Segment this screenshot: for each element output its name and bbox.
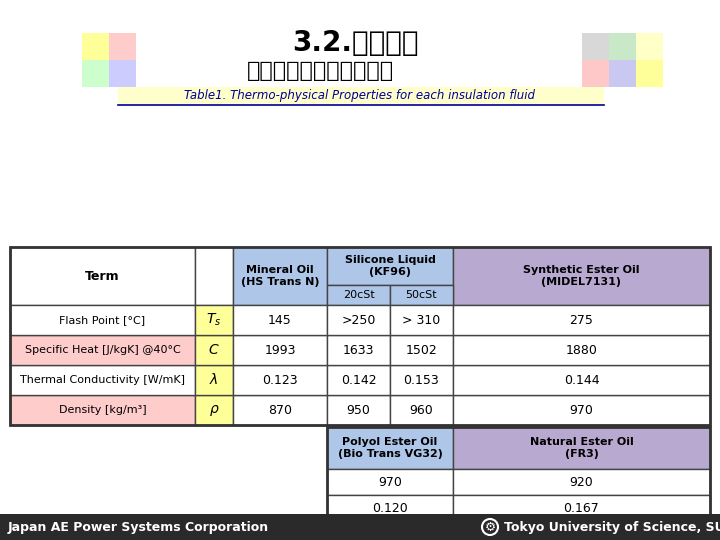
Bar bbox=[327, 305, 390, 335]
Text: 960: 960 bbox=[410, 403, 433, 416]
Text: 0.120: 0.120 bbox=[372, 502, 408, 515]
Bar bbox=[453, 395, 710, 425]
Bar bbox=[109, 33, 136, 60]
Text: 20cSt: 20cSt bbox=[343, 290, 374, 300]
Bar bbox=[327, 395, 390, 425]
Bar bbox=[636, 33, 663, 60]
Bar bbox=[195, 335, 233, 365]
Text: 0.167: 0.167 bbox=[564, 502, 599, 515]
Bar bbox=[327, 365, 390, 395]
Text: 920: 920 bbox=[570, 476, 593, 489]
Bar bbox=[327, 469, 453, 495]
Bar bbox=[453, 247, 710, 305]
Bar bbox=[327, 521, 453, 540]
Text: （高引火点絶縁性液体）: （高引火点絶縁性液体） bbox=[246, 61, 394, 81]
Bar bbox=[390, 285, 453, 305]
Text: Term: Term bbox=[85, 269, 120, 282]
Text: $\lambda$: $\lambda$ bbox=[210, 373, 219, 388]
Bar bbox=[390, 365, 453, 395]
Text: Thermal Conductivity [W/mK]: Thermal Conductivity [W/mK] bbox=[20, 375, 185, 385]
Text: 3.2.供試試料: 3.2.供試試料 bbox=[292, 29, 418, 57]
Bar bbox=[10, 335, 195, 365]
Bar bbox=[109, 60, 136, 87]
Text: 0.142: 0.142 bbox=[341, 374, 377, 387]
Text: $C$: $C$ bbox=[208, 343, 220, 357]
Bar bbox=[327, 427, 453, 469]
Bar bbox=[195, 247, 233, 305]
Text: $T_s$: $T_s$ bbox=[207, 312, 222, 328]
Bar bbox=[327, 285, 390, 305]
Bar bbox=[10, 305, 195, 335]
Bar bbox=[327, 427, 710, 540]
Bar bbox=[453, 521, 710, 540]
Bar bbox=[10, 365, 195, 395]
Text: Synthetic Ester Oil
(MIDEL7131): Synthetic Ester Oil (MIDEL7131) bbox=[523, 265, 640, 287]
Text: 0.123: 0.123 bbox=[262, 374, 298, 387]
Bar bbox=[327, 495, 453, 521]
Bar bbox=[390, 305, 453, 335]
Bar bbox=[10, 395, 195, 425]
Bar bbox=[10, 247, 710, 425]
Text: ⚙: ⚙ bbox=[485, 521, 495, 534]
Bar bbox=[453, 427, 710, 469]
Bar bbox=[582, 33, 609, 60]
Text: Tokyo University of Science, SUWA: Tokyo University of Science, SUWA bbox=[504, 521, 720, 534]
Bar bbox=[327, 247, 453, 285]
Bar bbox=[233, 365, 327, 395]
Text: Mineral Oil
(HS Trans N): Mineral Oil (HS Trans N) bbox=[240, 265, 319, 287]
Text: Natural Ester Oil
(FR3): Natural Ester Oil (FR3) bbox=[530, 437, 634, 459]
Text: Japan AE Power Systems Corporation: Japan AE Power Systems Corporation bbox=[8, 521, 269, 534]
Bar bbox=[233, 247, 327, 305]
Text: $\rho$: $\rho$ bbox=[209, 402, 220, 417]
Bar bbox=[453, 335, 710, 365]
Bar bbox=[233, 305, 327, 335]
Bar bbox=[453, 495, 710, 521]
Bar bbox=[453, 305, 710, 335]
Text: Silicone Liquid
(KF96): Silicone Liquid (KF96) bbox=[345, 255, 436, 277]
Text: Table1. Thermo-physical Properties for each insulation fluid: Table1. Thermo-physical Properties for e… bbox=[184, 90, 536, 103]
Text: 870: 870 bbox=[268, 403, 292, 416]
Bar bbox=[636, 60, 663, 87]
Bar bbox=[233, 395, 327, 425]
Bar bbox=[82, 33, 109, 60]
Bar bbox=[390, 335, 453, 365]
Text: 1884: 1884 bbox=[566, 528, 598, 540]
Text: Flash Point [°C]: Flash Point [°C] bbox=[60, 315, 145, 325]
Text: Specific Heat [J/kgK] @40°C: Specific Heat [J/kgK] @40°C bbox=[24, 345, 181, 355]
Bar bbox=[82, 60, 109, 87]
Bar bbox=[0, 514, 720, 540]
Bar bbox=[453, 365, 710, 395]
Text: >250: >250 bbox=[341, 314, 376, 327]
Bar bbox=[195, 305, 233, 335]
Bar bbox=[118, 87, 604, 105]
Text: 970: 970 bbox=[570, 403, 593, 416]
Text: 50cSt: 50cSt bbox=[405, 290, 437, 300]
Text: 145: 145 bbox=[268, 314, 292, 327]
Text: 970: 970 bbox=[378, 476, 402, 489]
Text: 275: 275 bbox=[570, 314, 593, 327]
Text: 1633: 1633 bbox=[343, 343, 374, 356]
Text: 0.144: 0.144 bbox=[564, 374, 599, 387]
Text: 950: 950 bbox=[346, 403, 370, 416]
Text: 0.153: 0.153 bbox=[404, 374, 439, 387]
Bar bbox=[195, 365, 233, 395]
Text: Polyol Ester Oil
(Bio Trans VG32): Polyol Ester Oil (Bio Trans VG32) bbox=[338, 437, 442, 459]
Bar bbox=[453, 469, 710, 495]
Text: > 310: > 310 bbox=[402, 314, 441, 327]
Bar bbox=[582, 60, 609, 87]
Bar bbox=[195, 395, 233, 425]
Bar bbox=[390, 395, 453, 425]
Text: 1993: 1993 bbox=[264, 343, 296, 356]
Bar bbox=[233, 335, 327, 365]
Text: 1880: 1880 bbox=[566, 343, 598, 356]
Bar bbox=[10, 247, 195, 305]
Text: Density [kg/m³]: Density [kg/m³] bbox=[59, 405, 146, 415]
Bar bbox=[609, 33, 636, 60]
Bar bbox=[327, 335, 390, 365]
Text: 1800: 1800 bbox=[374, 528, 406, 540]
Bar bbox=[609, 60, 636, 87]
Text: 1502: 1502 bbox=[405, 343, 437, 356]
